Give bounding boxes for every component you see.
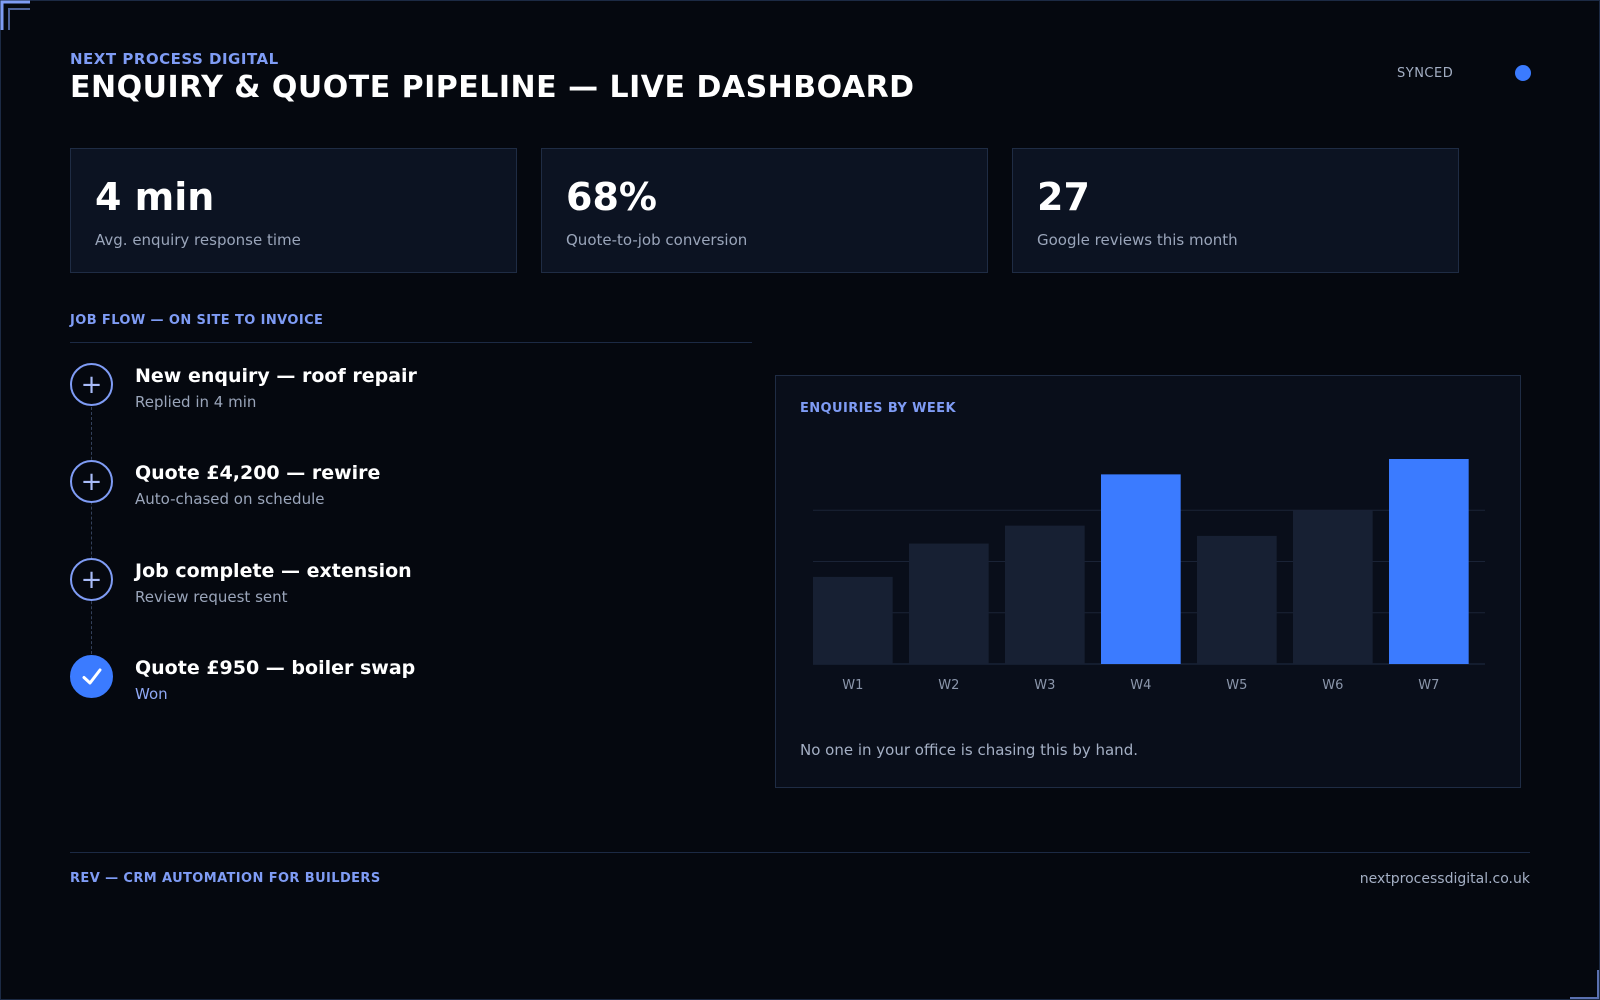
check-icon <box>70 655 113 698</box>
kpi-label: Google reviews this month <box>1037 231 1238 249</box>
footer-tagline: REV — CRM AUTOMATION FOR BUILDERS <box>70 871 381 886</box>
chart-bar-w5[interactable] <box>1197 535 1277 664</box>
chart-title: ENQUIRIES BY WEEK <box>800 401 956 416</box>
corner-bracket-icon <box>1570 970 1599 999</box>
chart-bar-w7[interactable] <box>1389 459 1469 664</box>
sync-status-dot-icon <box>1515 65 1531 81</box>
timeline-item-title: New enquiry — roof repair <box>135 365 417 387</box>
job-flow-heading: JOB FLOW — ON SITE TO INVOICE <box>70 313 324 328</box>
timeline-item[interactable]: + Quote £4,200 — rewire Auto-chased on s… <box>70 460 752 520</box>
kpi-card-reviews: 27 Google reviews this month <box>1012 148 1459 273</box>
timeline-item-subtitle: Review request sent <box>135 588 288 606</box>
page-title: ENQUIRY & QUOTE PIPELINE — LIVE DASHBOAR… <box>70 70 915 105</box>
chart-tick-label: W4 <box>1130 678 1151 693</box>
timeline-item-subtitle: Replied in 4 min <box>135 393 257 411</box>
timeline-item-subtitle: Won <box>135 685 168 703</box>
chart-bar-w1[interactable] <box>813 576 893 664</box>
enquiries-chart-card: ENQUIRIES BY WEEK W1 W2 W3 W4 W5 W6 W7 No one … <box>775 375 1521 788</box>
kpi-value: 27 <box>1037 175 1090 219</box>
kpi-card-conversion: 68% Quote-to-job conversion <box>541 148 988 273</box>
corner-bracket-icon <box>0 0 30 30</box>
timeline-item-title: Quote £4,200 — rewire <box>135 462 381 484</box>
chart-tick-label: W2 <box>938 678 959 693</box>
chart-tick-label: W7 <box>1418 678 1439 693</box>
chart-tick-label: W1 <box>842 678 863 693</box>
chart-bar-w4[interactable] <box>1101 474 1181 664</box>
timeline-item-subtitle: Auto-chased on schedule <box>135 490 325 508</box>
timeline-item[interactable]: + Job complete — extension Review reques… <box>70 558 752 618</box>
kpi-value: 68% <box>566 175 657 219</box>
kpi-value: 4 min <box>95 175 215 219</box>
chart-note: No one in your office is chasing this by… <box>800 741 1138 759</box>
sync-status-label: SYNCED <box>1397 66 1454 81</box>
chart-tick-label: W6 <box>1322 678 1343 693</box>
plus-icon: + <box>70 460 113 503</box>
chart-bar-w2[interactable] <box>909 543 989 664</box>
footer-website-link[interactable]: nextprocessdigital.co.uk <box>1359 871 1530 887</box>
chart-tick-label: W3 <box>1034 678 1055 693</box>
enquiries-bar-chart: W1 W2 W3 W4 W5 W6 W7 <box>813 459 1485 693</box>
timeline-item[interactable]: Quote £950 — boiler swap Won <box>70 655 752 715</box>
timeline-item-title: Quote £950 — boiler swap <box>135 657 416 679</box>
chart-bar-w6[interactable] <box>1293 510 1373 664</box>
kpi-label: Avg. enquiry response time <box>95 231 301 249</box>
footer-divider <box>70 852 1530 853</box>
section-divider <box>70 342 752 343</box>
plus-icon: + <box>70 558 113 601</box>
brand-name: NEXT PROCESS DIGITAL <box>70 50 279 68</box>
kpi-card-response-time: 4 min Avg. enquiry response time <box>70 148 517 273</box>
kpi-label: Quote-to-job conversion <box>566 231 748 249</box>
timeline-connector <box>91 407 92 669</box>
chart-bar-w3[interactable] <box>1005 525 1085 664</box>
timeline-item-title: Job complete — extension <box>135 560 412 582</box>
timeline-item[interactable]: + New enquiry — roof repair Replied in 4… <box>70 363 752 423</box>
chart-tick-label: W5 <box>1226 678 1247 693</box>
plus-icon: + <box>70 363 113 406</box>
